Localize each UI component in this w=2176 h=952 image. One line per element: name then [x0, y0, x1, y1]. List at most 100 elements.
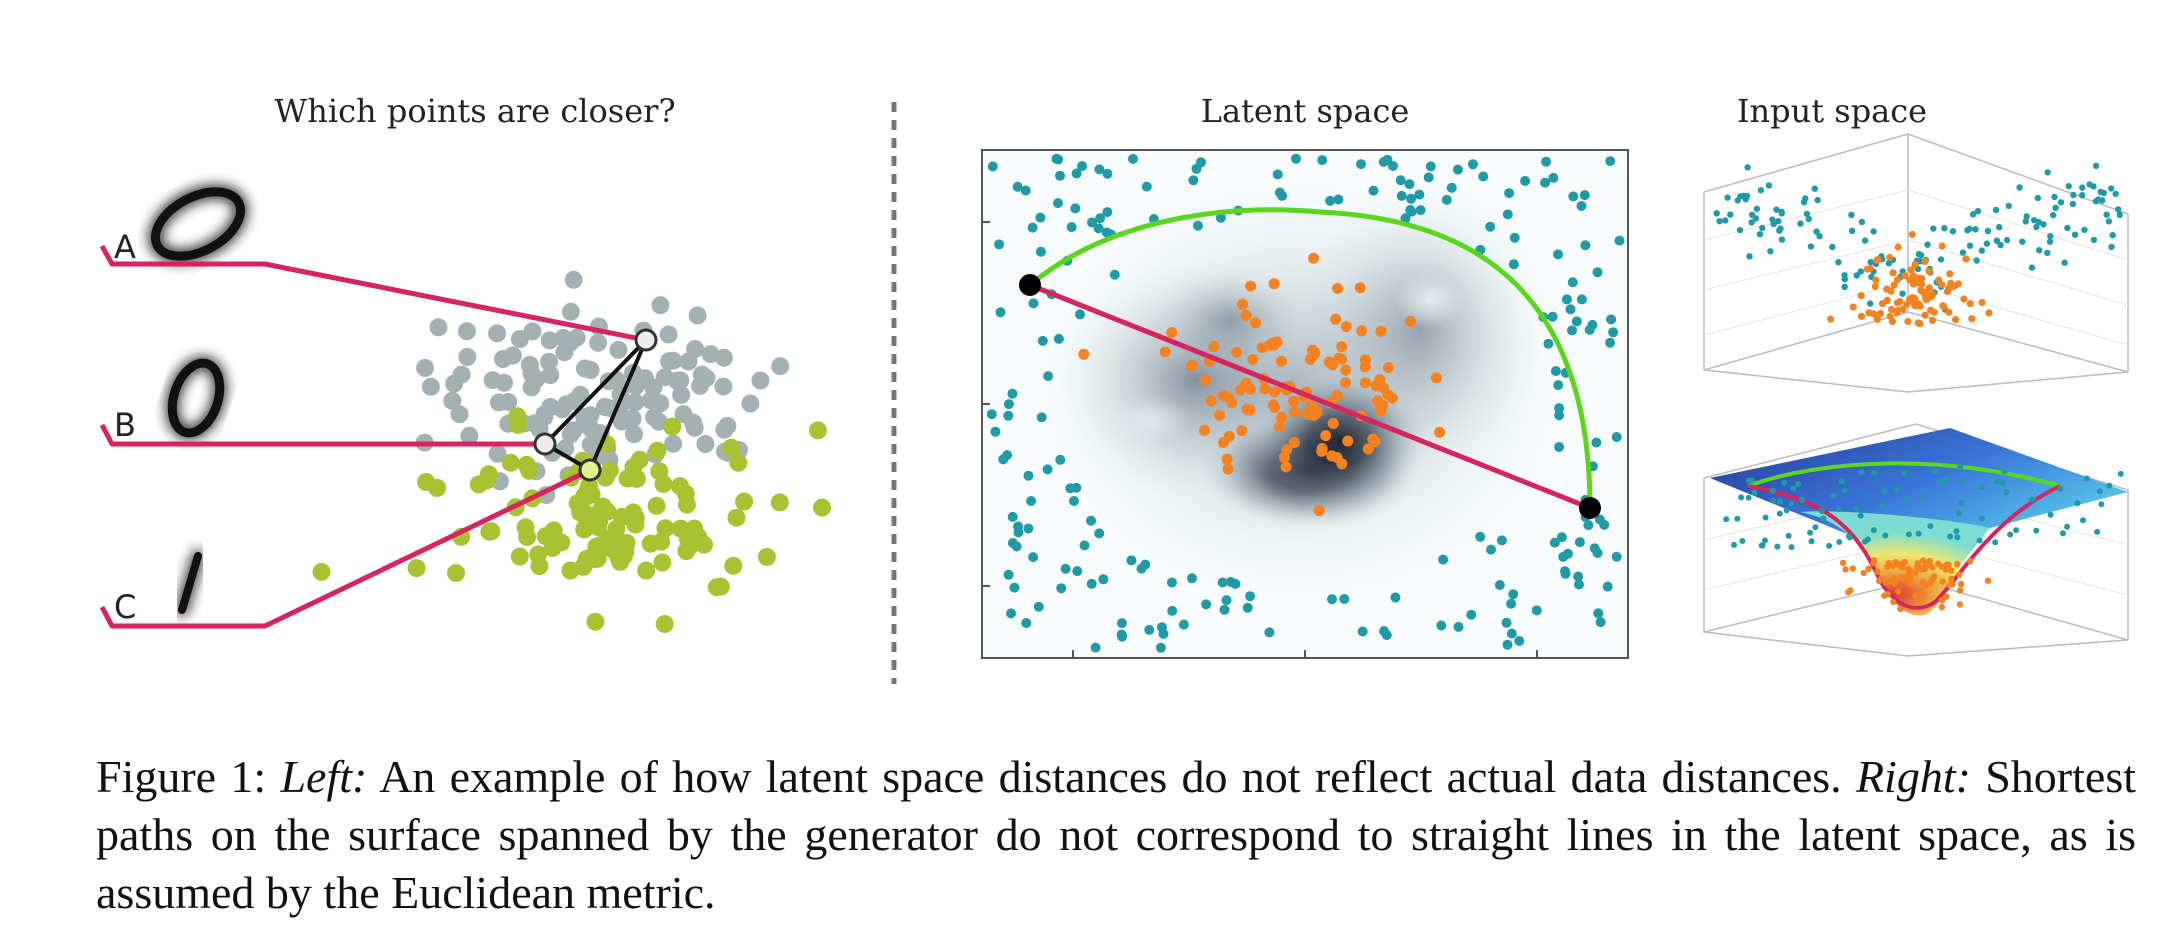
input-teal-point — [2097, 188, 2104, 196]
surface-orange-point — [1927, 580, 1934, 587]
gray-point — [522, 364, 541, 383]
left-panel-title: Which points are closer? — [274, 92, 675, 130]
input-teal-point — [1800, 199, 1808, 206]
input-teal-point — [1841, 276, 1849, 283]
surface-teal-point — [1776, 510, 1783, 517]
digit-image-c — [175, 549, 205, 617]
latent-teal-point — [1390, 592, 1401, 603]
gray-point — [644, 378, 663, 397]
latent-orange-point — [1375, 405, 1387, 417]
surface-teal-point — [1758, 542, 1765, 549]
surface-teal-point — [1751, 489, 1758, 496]
surface-teal-point — [1769, 487, 1776, 494]
latent-orange-point — [1249, 317, 1261, 329]
green-point — [577, 550, 596, 568]
latent-teal-point — [1611, 432, 1622, 442]
surface-orange-point — [1901, 558, 1908, 566]
input-teal-point — [2079, 192, 2086, 199]
input-teal-point — [2115, 206, 2122, 213]
green-point — [590, 511, 609, 530]
distance-ac — [588, 339, 648, 471]
latent-teal-point — [1379, 626, 1390, 636]
latent-teal-points — [986, 153, 1625, 653]
latent-teal-point — [1003, 569, 1014, 580]
latent-teal-point — [1568, 191, 1579, 202]
latent-teal-point — [1547, 311, 1558, 322]
input-orange-point — [1909, 280, 1918, 288]
surface-orange-point — [1954, 560, 1961, 568]
digit-image-a — [147, 184, 249, 264]
latent-panel-title: Latent space — [1201, 92, 1410, 130]
latent-teal-point — [1438, 554, 1449, 565]
input-orange-point — [1886, 253, 1894, 262]
input-teal-point — [1775, 218, 1782, 225]
surface-teal-point — [1799, 496, 1805, 503]
gray-point — [701, 345, 720, 364]
latent-teal-point — [1095, 213, 1106, 224]
latent-orange-point — [1269, 386, 1280, 398]
input-orange-point — [1921, 311, 1929, 319]
surface-orange-point — [1956, 601, 1964, 608]
latent-teal-point — [1012, 181, 1023, 192]
input-orange-point — [1954, 280, 1962, 288]
latent-teal-point — [1102, 207, 1113, 218]
latent-teal-point — [1554, 403, 1565, 414]
gray-point — [541, 398, 560, 416]
latent-orange-point — [1159, 346, 1171, 358]
latent-teal-point — [1576, 294, 1587, 305]
input-orange-point — [1863, 265, 1871, 273]
latent-teal-point — [1579, 190, 1590, 201]
latent-teal-point — [1549, 537, 1560, 548]
latent-orange-point — [1208, 341, 1220, 352]
latent-teal-point — [1509, 232, 1520, 243]
surface-orange-point — [1860, 569, 1867, 577]
latent-teal-point — [1156, 622, 1167, 633]
input-orange-point — [1966, 300, 1974, 308]
latent-teal-point — [1531, 605, 1542, 616]
gray-point — [595, 397, 614, 416]
latent-orange-point — [1278, 452, 1290, 463]
latent-teal-point — [1506, 628, 1517, 639]
latent-teal-point — [1027, 222, 1038, 233]
input-teal-point — [2095, 196, 2102, 203]
surface-teal-point — [2080, 517, 2086, 524]
surface-teal-point — [1790, 485, 1797, 492]
input-orange-point — [1921, 257, 1929, 265]
surface-teal-point — [1927, 523, 1934, 530]
input-teal-point — [2057, 199, 2065, 206]
input-teal-point — [1966, 242, 1974, 249]
latent-teal-point — [1007, 388, 1018, 399]
latent-orange-point — [1340, 377, 1352, 389]
surface-teal-point — [1788, 544, 1795, 551]
latent-teal-point — [1021, 618, 1032, 628]
latent-teal-point — [1144, 624, 1155, 635]
surface-teal-point — [1947, 533, 1954, 540]
latent-teal-point — [1606, 314, 1617, 325]
surface-teal-point — [1901, 470, 1908, 477]
gray-point — [671, 371, 690, 390]
surface-teal-point — [1903, 496, 1910, 502]
latent-teal-point — [1543, 338, 1554, 349]
latent-teal-point — [1548, 172, 1559, 183]
caption-left-label: Left: — [280, 751, 368, 802]
latent-orange-point — [1289, 406, 1301, 418]
latent-teal-point — [1140, 559, 1151, 570]
input-orange-point — [1926, 293, 1935, 301]
surface-orange-point — [1912, 592, 1919, 599]
gray-point — [660, 352, 679, 371]
latent-teal-point — [1102, 168, 1113, 179]
input-teal-point — [1949, 228, 1957, 235]
surface-orange-point — [1891, 574, 1898, 582]
input-teal-point — [2071, 231, 2079, 238]
green-point — [596, 468, 615, 487]
surface-teal-point — [2029, 496, 2036, 503]
surface-teal-point — [2007, 531, 2014, 538]
latent-orange-point — [1356, 325, 1368, 337]
latent-teal-point — [994, 239, 1005, 250]
input-orange-point — [1985, 309, 1993, 317]
latent-teal-point — [1192, 220, 1203, 231]
input-teal-point — [2005, 202, 2013, 210]
latent-orange-point — [1367, 433, 1379, 445]
latent-teal-point — [1496, 535, 1507, 546]
latent-teal-point — [1109, 269, 1120, 280]
